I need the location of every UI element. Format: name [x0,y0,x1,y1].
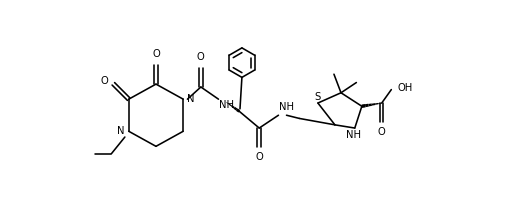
Text: OH: OH [397,83,412,93]
Text: O: O [152,50,160,59]
Text: O: O [255,152,263,162]
Text: S: S [314,92,321,102]
Text: O: O [101,76,108,85]
Text: NH: NH [346,130,361,140]
Text: O: O [378,127,386,137]
Text: N: N [117,126,125,136]
Text: N: N [188,94,195,104]
Text: NH: NH [279,102,295,112]
Text: O: O [197,52,205,62]
Text: NH: NH [219,100,234,110]
